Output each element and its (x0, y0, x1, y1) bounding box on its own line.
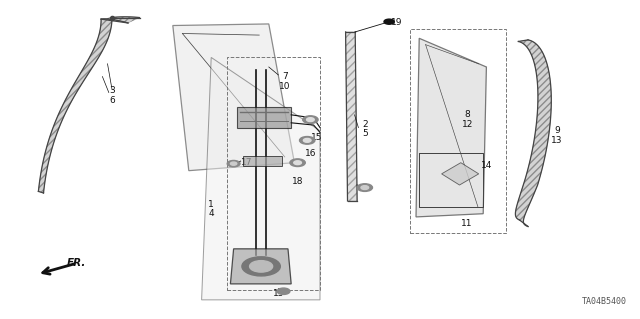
Polygon shape (173, 24, 294, 171)
Text: 8: 8 (465, 110, 470, 119)
Circle shape (242, 257, 280, 276)
Bar (410, 29, 506, 233)
Text: 15: 15 (273, 289, 284, 298)
Circle shape (303, 138, 311, 142)
Text: 3: 3 (109, 86, 115, 95)
Text: 7: 7 (282, 72, 287, 81)
Circle shape (230, 162, 237, 165)
Text: 5: 5 (362, 130, 367, 138)
Text: 19: 19 (391, 18, 403, 27)
Circle shape (307, 118, 314, 122)
Polygon shape (101, 17, 140, 23)
Text: 6: 6 (109, 96, 115, 105)
Text: 13: 13 (551, 136, 563, 145)
Polygon shape (237, 107, 291, 128)
Text: 10: 10 (279, 82, 291, 91)
Polygon shape (416, 38, 486, 217)
Text: 16: 16 (305, 149, 316, 158)
Circle shape (361, 186, 369, 189)
Text: 14: 14 (481, 161, 492, 170)
Text: 17: 17 (241, 158, 252, 167)
Polygon shape (515, 40, 551, 226)
Polygon shape (38, 18, 112, 193)
Circle shape (294, 161, 301, 165)
Text: 2: 2 (362, 120, 367, 129)
Circle shape (227, 160, 240, 167)
Circle shape (300, 137, 315, 144)
Polygon shape (243, 156, 282, 166)
Polygon shape (346, 32, 357, 201)
Text: 18: 18 (292, 177, 303, 186)
Bar (227, 57, 320, 290)
Circle shape (277, 288, 290, 294)
Text: FR.: FR. (67, 258, 86, 268)
Polygon shape (442, 163, 479, 185)
Text: 11: 11 (461, 219, 473, 228)
Text: 4: 4 (209, 209, 214, 218)
Circle shape (357, 184, 372, 191)
Text: TA04B5400: TA04B5400 (582, 297, 627, 306)
Circle shape (250, 261, 273, 272)
Circle shape (290, 159, 305, 167)
Text: 1: 1 (209, 200, 214, 209)
Circle shape (303, 116, 318, 123)
Text: 9: 9 (554, 126, 559, 135)
Text: 15: 15 (311, 133, 323, 142)
Circle shape (384, 19, 394, 24)
Polygon shape (230, 249, 291, 284)
Text: 12: 12 (461, 120, 473, 129)
Polygon shape (202, 57, 320, 300)
